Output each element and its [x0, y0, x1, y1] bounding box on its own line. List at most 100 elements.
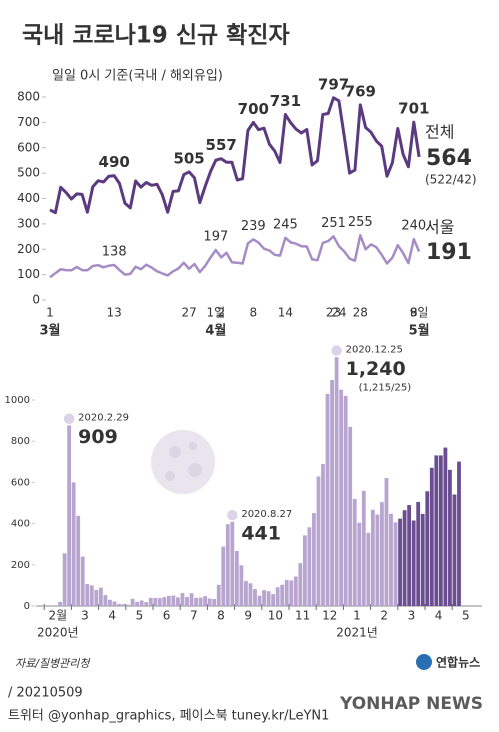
y-tick-label: 200 [11, 560, 30, 571]
bar [94, 589, 99, 606]
value-label: 505 [173, 149, 204, 167]
bar [162, 597, 167, 606]
detail-label: (1,215/25) [359, 383, 412, 394]
bar [434, 455, 439, 606]
x-tick-label: 7 [190, 609, 198, 623]
y-tick-label: 400 [17, 191, 40, 205]
bar [339, 389, 344, 606]
series-name: 서울 [425, 218, 454, 237]
bar [234, 550, 239, 606]
bar [375, 514, 380, 606]
x-tick-label: 28 [353, 306, 368, 320]
bar [266, 591, 271, 606]
x-tick-label: 1 [46, 306, 54, 320]
bar [334, 350, 339, 606]
month-label: 4월 [205, 323, 226, 339]
bar [330, 380, 334, 606]
bar [153, 597, 158, 606]
bar [58, 601, 62, 606]
value-label: 441 [241, 523, 281, 545]
bar [370, 509, 375, 606]
bar [321, 464, 325, 606]
date-label: 2020.2.29 [78, 413, 129, 424]
value-label: 769 [345, 82, 376, 100]
y-tick-label: 800 [11, 436, 30, 447]
bar [135, 601, 140, 606]
bar [198, 597, 203, 606]
bar [438, 455, 443, 606]
value-label: 1,240 [346, 358, 406, 380]
bar [212, 598, 217, 606]
value-label: 197 [203, 230, 228, 245]
y-tick-label: 200 [17, 242, 40, 256]
bar [76, 515, 81, 606]
bar [448, 469, 452, 606]
bar [108, 599, 112, 606]
subtitle: 일일 0시 기준(국내 / 해외유입) [52, 69, 223, 84]
value-label: 251 [321, 216, 346, 231]
bar [257, 595, 262, 606]
x-tick-label: 3 [408, 609, 416, 623]
peak-marker [329, 343, 344, 358]
bar [89, 585, 94, 606]
bar [307, 527, 312, 606]
source: 자료/질병관리청 [15, 657, 91, 670]
bar [139, 600, 144, 606]
logo: 연합뉴스 [436, 655, 480, 670]
bar [275, 587, 280, 606]
bar [425, 491, 430, 606]
y-tick-label: 0 [24, 601, 30, 612]
value-label: 797 [318, 75, 349, 93]
x-tick-label: 4 [435, 609, 443, 623]
last-detail: (522/42) [425, 173, 477, 187]
year-label: 2020년 [37, 626, 79, 640]
bar [402, 510, 407, 606]
x-tick-label: 10 [268, 609, 283, 623]
x-tick-label: 11 [295, 609, 310, 623]
date: / 20210509 [8, 686, 83, 701]
bar [67, 418, 72, 606]
value-label: 909 [78, 426, 118, 448]
x-tick-label: 2월 [48, 609, 67, 623]
y-tick-label: 800 [17, 90, 40, 104]
bar [225, 524, 230, 606]
x-tick-label: 8 [249, 306, 257, 320]
value-label: 490 [99, 153, 130, 171]
bar [144, 602, 149, 606]
x-tick-label: 6 [163, 609, 171, 623]
x-tick-label: 4 [108, 609, 116, 623]
bar [180, 593, 185, 606]
bar [280, 584, 285, 606]
x-tick-label: 5 [136, 609, 144, 623]
bar [416, 501, 421, 606]
month-label: 5월 [409, 323, 430, 339]
bar [348, 426, 353, 606]
bar [429, 467, 434, 606]
bar [366, 532, 371, 606]
x-tick-label: 5 [462, 609, 470, 623]
bar [298, 563, 303, 606]
bar [411, 520, 416, 606]
x-tick-label: 14 [278, 306, 293, 320]
x-tick-label: 1일 [207, 306, 226, 320]
value-label: 700 [238, 100, 269, 118]
y-tick-label: 700 [17, 115, 40, 129]
bar [262, 590, 266, 606]
y-tick-label: 500 [17, 166, 40, 180]
date-label: 2020.12.25 [346, 345, 403, 356]
peak-marker [62, 411, 76, 426]
bar [253, 589, 257, 606]
bar [244, 581, 248, 606]
bar [71, 482, 76, 606]
x-tick-label: 9 [244, 609, 252, 623]
value-label: 239 [241, 219, 266, 234]
bar [457, 461, 461, 606]
series-line [49, 234, 421, 279]
bar [248, 583, 253, 606]
bar [302, 535, 307, 606]
value-label: 255 [348, 215, 373, 230]
bar [352, 498, 357, 606]
value-label: 731 [270, 92, 301, 110]
x-tick-label: 3 [81, 609, 89, 623]
